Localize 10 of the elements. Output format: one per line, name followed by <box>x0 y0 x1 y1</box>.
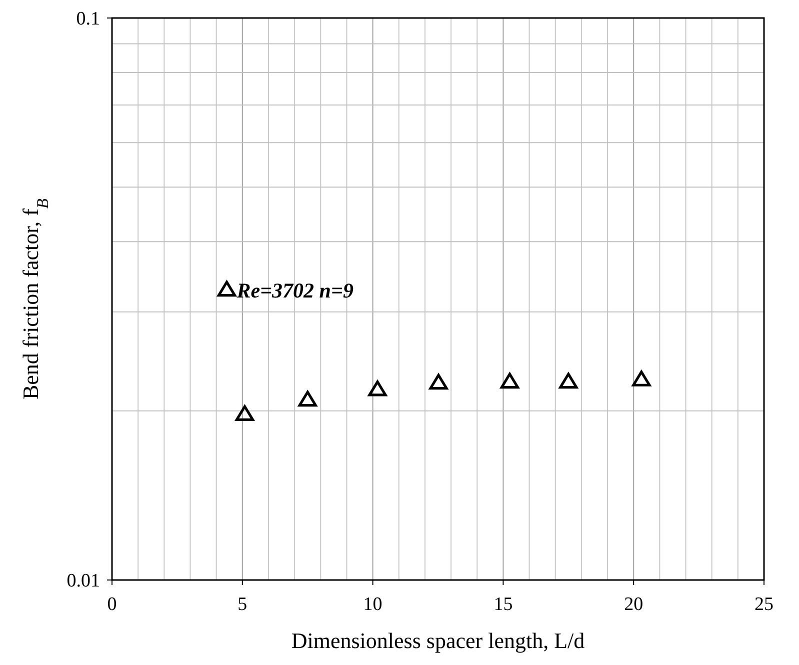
x-tick-label: 0 <box>107 594 117 615</box>
x-axis-title: Dimensionless spacer length, L/d <box>291 628 585 653</box>
x-tick-label: 20 <box>624 594 644 615</box>
x-tick-label: 15 <box>494 594 513 615</box>
x-tick-label: 10 <box>363 594 382 615</box>
legend-label: Re=3702 n=9 <box>236 278 354 302</box>
x-tick-label: 5 <box>238 594 248 615</box>
x-tick-label: 25 <box>754 594 774 615</box>
y-tick-label: 0.1 <box>76 8 100 30</box>
y-tick-label: 0.01 <box>66 570 100 592</box>
